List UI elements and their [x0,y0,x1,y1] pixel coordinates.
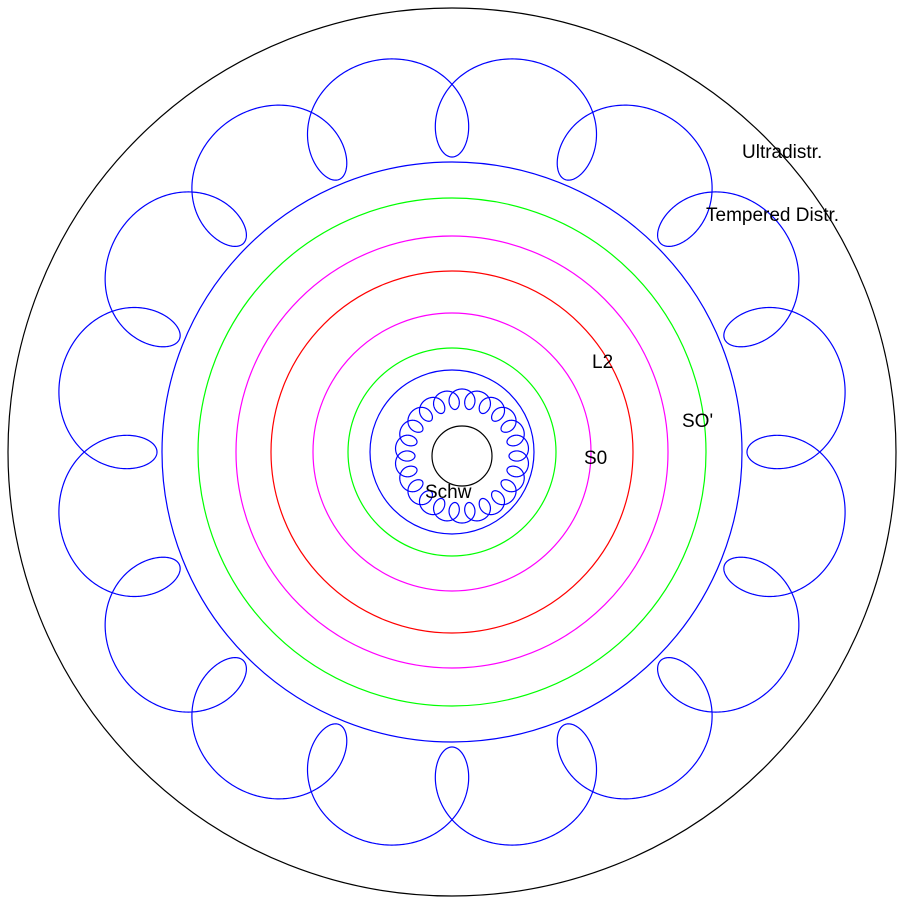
label-tempered-distr: Tempered Distr. [706,205,839,226]
outer-boundary-circle [7,7,897,897]
label-ultradistr: Ultradistr. [742,142,822,163]
label-l2: L2 [592,352,613,373]
label-so-prime: SO' [682,411,713,432]
schwartz-loop-curve [394,388,530,524]
s0-circle [347,347,557,557]
so-prime-circle [197,197,707,707]
schwartz-core-circle [431,425,493,487]
l2-circle [270,270,634,634]
tempered-distributions-circle [161,161,743,743]
label-schw: Schw [425,482,472,503]
schwartz-boundary-circle [369,369,535,535]
label-s0: S0 [584,448,607,469]
outer-magenta-circle [235,235,669,669]
inner-magenta-circle [312,312,592,592]
ultradistributions-loop-curve [58,58,846,846]
